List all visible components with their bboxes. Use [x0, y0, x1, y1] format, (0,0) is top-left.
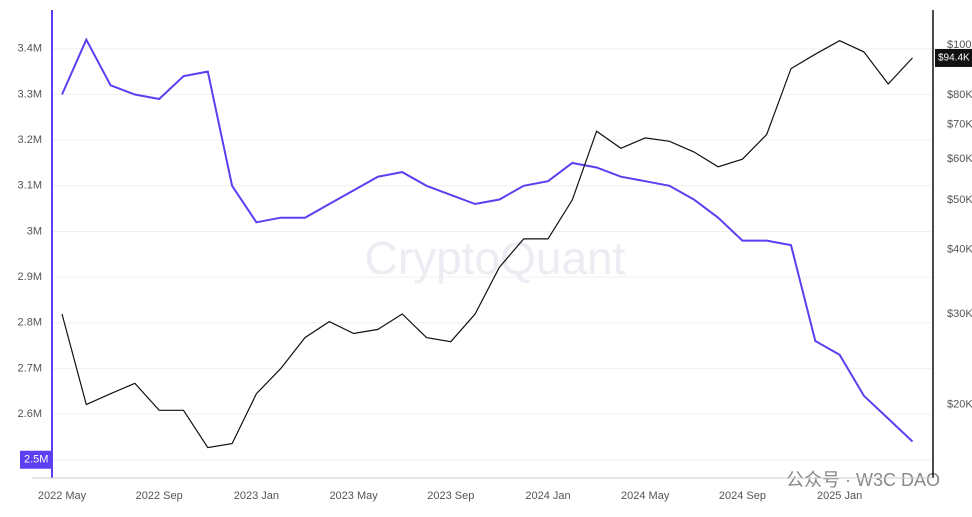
y2-tick-label: $50K — [947, 194, 972, 206]
x-tick-label: 2024 May — [621, 490, 670, 502]
y-tick-label: 2.7M — [18, 362, 42, 374]
y-tick-label: 3.1M — [18, 180, 42, 192]
x-tick-label: 2025 Jan — [817, 490, 862, 502]
y2-tick-label: $100K — [947, 39, 972, 51]
y-tick-label: 2.8M — [18, 317, 42, 329]
y2-tick-label: $20K — [947, 399, 972, 411]
x-tick-label: 2024 Jan — [525, 490, 570, 502]
x-tick-label: 2024 Sep — [719, 490, 766, 502]
x-tick-label: 2023 Sep — [427, 490, 474, 502]
price-tag — [935, 48, 972, 67]
series-line — [61, 40, 913, 449]
source-mark: 公众号 · W3C DAO — [786, 470, 940, 490]
y-tick-highlight — [20, 450, 52, 469]
y2-tick-label: $70K — [947, 119, 972, 131]
y-tick-label: 3.2M — [18, 134, 42, 146]
y-tick-label: 2.9M — [18, 271, 42, 283]
price-tag-label: $94.4K — [938, 53, 970, 64]
y-tick-label: 2.5M — [24, 454, 48, 466]
y-tick-label: 3.3M — [18, 88, 42, 100]
x-tick-label: 2023 Jan — [234, 490, 279, 502]
y2-tick-label: $30K — [947, 308, 972, 320]
x-tick-label: 2022 Sep — [136, 490, 183, 502]
y-tick-label: 2.6M — [18, 408, 42, 420]
x-tick-label: 2023 May — [329, 490, 378, 502]
y2-tick-label: $40K — [947, 244, 972, 256]
y2-tick-label: $80K — [947, 89, 972, 101]
y-tick-label: 3M — [27, 225, 42, 237]
x-tick-label: 2022 May — [38, 490, 87, 502]
y2-tick-label: $60K — [947, 153, 972, 165]
y-tick-label: 3.4M — [18, 43, 42, 55]
series-line — [61, 37, 914, 443]
